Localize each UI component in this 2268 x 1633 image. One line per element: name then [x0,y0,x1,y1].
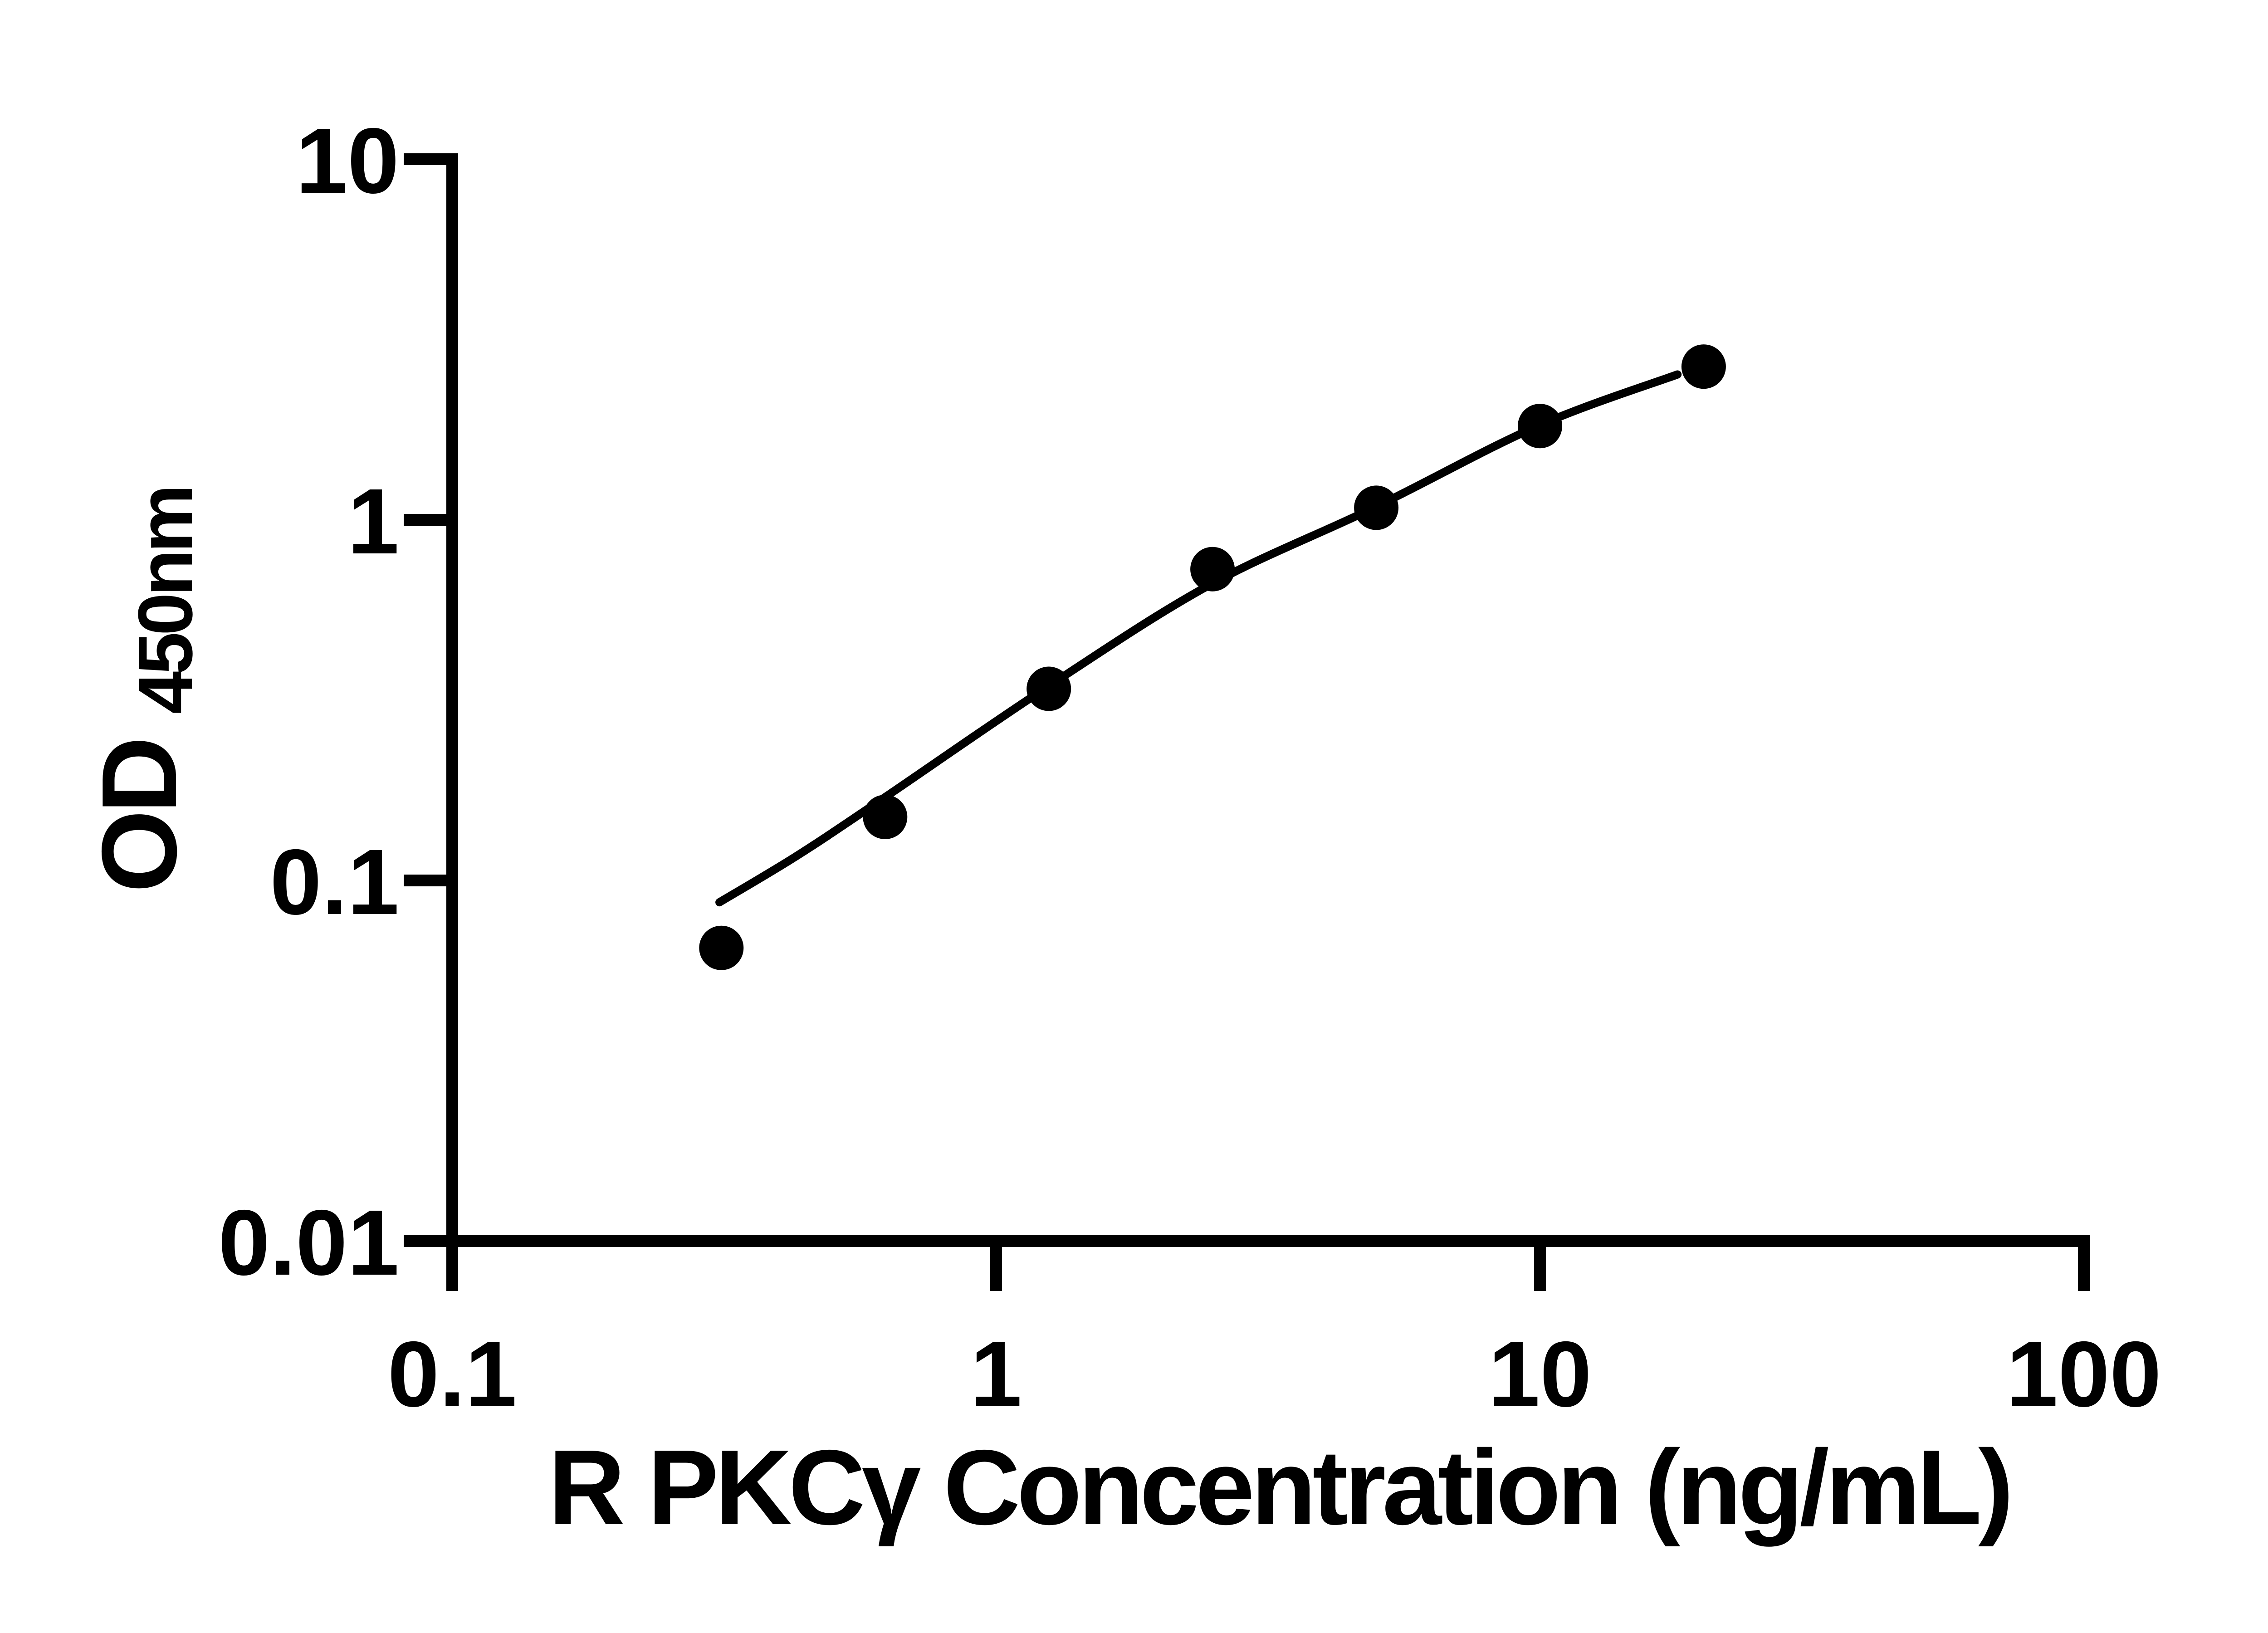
y-tick-label: 0.01 [218,1191,399,1295]
y-axis-title-subscript: 450nm [122,488,209,714]
y-tick-label: 0.1 [270,830,399,934]
x-axis-title: R PKCγ Concentration (ng/mL) [548,1428,2010,1547]
data-point-marker [1354,485,1399,530]
data-point-marker [863,795,908,839]
data-point-marker [699,925,744,970]
y-axis-title-main: OD [79,740,199,893]
data-point-marker [1518,404,1562,449]
y-tick-label: 1 [347,469,399,573]
x-tick-label: 1 [970,1322,1022,1426]
data-point-marker [1190,547,1235,592]
y-axis-title: OD 450nm [79,488,209,893]
x-tick-label: 10 [1488,1322,1592,1426]
y-tick-label: 10 [296,109,399,213]
data-point-marker [1681,344,1726,389]
x-tick-label: 100 [2006,1322,2161,1426]
plot-area: 10 1 0.1 0.01 0.1 1 10 100 [218,109,2161,1426]
fit-curve [715,370,1682,907]
data-point-marker [1026,666,1071,711]
x-tick-label: 0.1 [388,1322,517,1426]
